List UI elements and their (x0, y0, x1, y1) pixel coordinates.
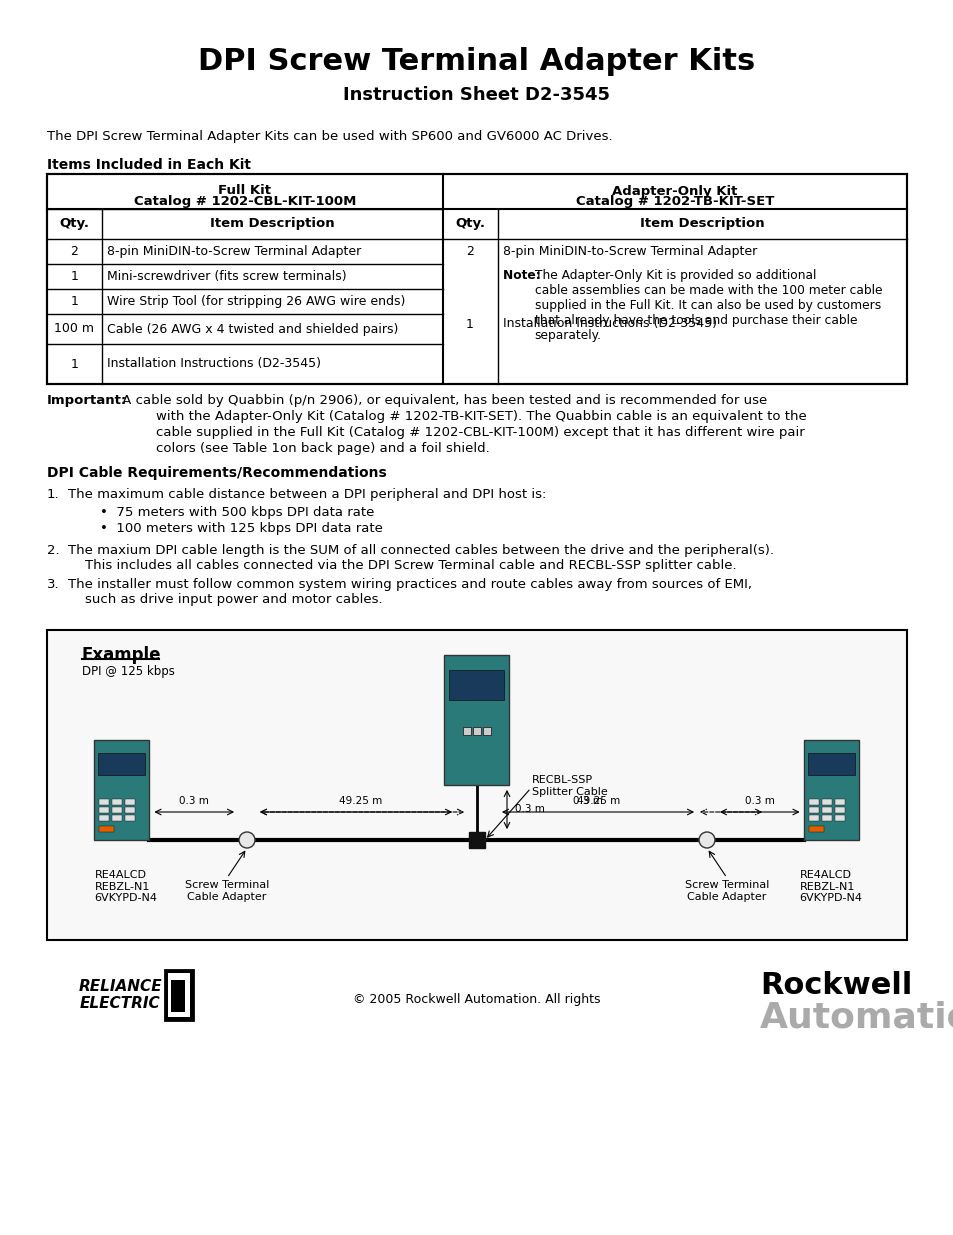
Text: 2: 2 (466, 245, 474, 258)
Bar (94, 740, 150, 840)
Text: with the Adapter-Only Kit (Catalog # 1202-TB-KIT-SET). The Quabbin cable is an e: with the Adapter-Only Kit (Catalog # 120… (156, 410, 806, 424)
Text: •  100 meters with 125 kbps DPI data rate: • 100 meters with 125 kbps DPI data rate (100, 522, 382, 535)
Bar (171, 981, 185, 1011)
Text: Cable (26 AWG x 4 twisted and shielded pairs): Cable (26 AWG x 4 twisted and shielded p… (107, 322, 398, 336)
Bar (112, 799, 122, 805)
Bar (809, 806, 819, 813)
Bar (835, 815, 844, 821)
Text: RE4ALCD
REBZL-N1
6VKYPD-N4: RE4ALCD REBZL-N1 6VKYPD-N4 (94, 869, 157, 903)
Text: 0.3 m: 0.3 m (179, 797, 209, 806)
Text: Mini-screwdriver (fits screw terminals): Mini-screwdriver (fits screw terminals) (107, 270, 346, 283)
Text: RE4ALCD
REBZL-N1
6VKYPD-N4: RE4ALCD REBZL-N1 6VKYPD-N4 (799, 869, 862, 903)
Bar (99, 815, 110, 821)
Text: The maxium DPI cable length is the SUM of all connected cables between the drive: The maxium DPI cable length is the SUM o… (68, 543, 773, 572)
Text: Items Included in Each Kit: Items Included in Each Kit (47, 158, 251, 172)
Text: 2.: 2. (47, 543, 59, 557)
Text: A cable sold by Quabbin (p/n 2906), or equivalent, has been tested and is recomm: A cable sold by Quabbin (p/n 2906), or e… (118, 394, 766, 408)
Text: 1: 1 (71, 270, 78, 283)
Text: •  75 meters with 500 kbps DPI data rate: • 75 meters with 500 kbps DPI data rate (100, 506, 374, 519)
Bar (449, 671, 504, 700)
Bar (168, 973, 190, 1016)
Text: Item Description: Item Description (210, 217, 335, 231)
Bar (809, 815, 819, 821)
Text: Important:: Important: (47, 394, 127, 408)
Text: DPI Screw Terminal Adapter Kits: DPI Screw Terminal Adapter Kits (198, 47, 755, 77)
Text: Qty.: Qty. (59, 217, 90, 231)
Bar (821, 799, 832, 805)
Text: 8-pin MiniDIN-to-Screw Terminal Adapter: 8-pin MiniDIN-to-Screw Terminal Adapter (502, 245, 756, 258)
Text: 49.25 m: 49.25 m (577, 797, 620, 806)
Text: Full Kit: Full Kit (218, 184, 271, 198)
Text: Note:: Note: (502, 269, 544, 282)
Text: 0.3 m: 0.3 m (744, 797, 774, 806)
Text: 2: 2 (71, 245, 78, 258)
Text: Qty.: Qty. (455, 217, 484, 231)
Bar (821, 815, 832, 821)
Bar (47, 630, 906, 940)
Bar (99, 826, 114, 832)
Text: colors (see Table 1on back page) and a foil shield.: colors (see Table 1on back page) and a f… (156, 442, 489, 454)
Bar (809, 799, 819, 805)
Text: Catalog # 1202-CBL-KIT-100M: Catalog # 1202-CBL-KIT-100M (133, 194, 355, 207)
Bar (482, 727, 491, 735)
Text: Example: Example (82, 646, 161, 664)
Text: 1: 1 (71, 357, 78, 370)
Bar (835, 799, 844, 805)
Text: Automation: Automation (760, 1000, 953, 1034)
Text: 0.3 m: 0.3 m (515, 804, 544, 814)
Text: Installation Instructions (D2-3545): Installation Instructions (D2-3545) (502, 317, 716, 331)
Bar (165, 969, 193, 1020)
Bar (99, 799, 110, 805)
Text: 100 m: 100 m (54, 322, 94, 336)
Text: 1: 1 (71, 295, 78, 308)
Text: Item Description: Item Description (639, 217, 763, 231)
Bar (98, 753, 146, 776)
Text: Rockwell: Rockwell (760, 971, 911, 999)
Text: The Adapter-Only Kit is provided so additional
cable assemblies can be made with: The Adapter-Only Kit is provided so addi… (534, 269, 882, 342)
Text: 3.: 3. (47, 578, 59, 592)
Bar (807, 753, 855, 776)
Bar (469, 832, 484, 848)
Text: Catalog # 1202-TB-KIT-SET: Catalog # 1202-TB-KIT-SET (575, 194, 773, 207)
Bar (473, 727, 480, 735)
Text: Installation Instructions (D2-3545): Installation Instructions (D2-3545) (107, 357, 320, 370)
Text: The installer must follow common system wiring practices and route cables away f: The installer must follow common system … (68, 578, 751, 606)
Text: Screw Terminal
Cable Adapter: Screw Terminal Cable Adapter (185, 881, 269, 902)
Text: Adapter-Only Kit: Adapter-Only Kit (612, 184, 737, 198)
Bar (444, 655, 509, 785)
Bar (99, 806, 110, 813)
Text: Screw Terminal
Cable Adapter: Screw Terminal Cable Adapter (684, 881, 768, 902)
Bar (803, 740, 859, 840)
Text: Instruction Sheet D2-3545: Instruction Sheet D2-3545 (343, 86, 610, 104)
Bar (112, 806, 122, 813)
Text: DPI @ 125 kbps: DPI @ 125 kbps (82, 666, 174, 678)
Circle shape (239, 832, 254, 848)
Text: 1.: 1. (47, 488, 59, 501)
Text: RECBL-SSP
Splitter Cable: RECBL-SSP Splitter Cable (532, 776, 607, 797)
Bar (835, 806, 844, 813)
Bar (126, 799, 135, 805)
Text: The DPI Screw Terminal Adapter Kits can be used with SP600 and GV6000 AC Drives.: The DPI Screw Terminal Adapter Kits can … (47, 130, 612, 143)
Bar (112, 815, 122, 821)
Text: © 2005 Rockwell Automation. All rights: © 2005 Rockwell Automation. All rights (353, 993, 600, 1007)
Text: Wire Strip Tool (for stripping 26 AWG wire ends): Wire Strip Tool (for stripping 26 AWG wi… (107, 295, 405, 308)
Text: RELIANCE
ELECTRIC: RELIANCE ELECTRIC (78, 979, 162, 1011)
Text: 49.25 m: 49.25 m (339, 797, 382, 806)
Bar (126, 815, 135, 821)
Bar (126, 806, 135, 813)
Text: The maximum cable distance between a DPI peripheral and DPI host is:: The maximum cable distance between a DPI… (68, 488, 546, 501)
Circle shape (699, 832, 714, 848)
Text: 1: 1 (466, 317, 474, 331)
Bar (821, 806, 832, 813)
Bar (462, 727, 471, 735)
Text: cable supplied in the Full Kit (Catalog # 1202-CBL-KIT-100M) except that it has : cable supplied in the Full Kit (Catalog … (156, 426, 804, 438)
Text: DPI Cable Requirements/Recommendations: DPI Cable Requirements/Recommendations (47, 466, 386, 480)
Bar (47, 174, 906, 384)
Bar (809, 826, 823, 832)
Text: 8-pin MiniDIN-to-Screw Terminal Adapter: 8-pin MiniDIN-to-Screw Terminal Adapter (107, 245, 361, 258)
Text: 0.3 m: 0.3 m (573, 797, 602, 806)
